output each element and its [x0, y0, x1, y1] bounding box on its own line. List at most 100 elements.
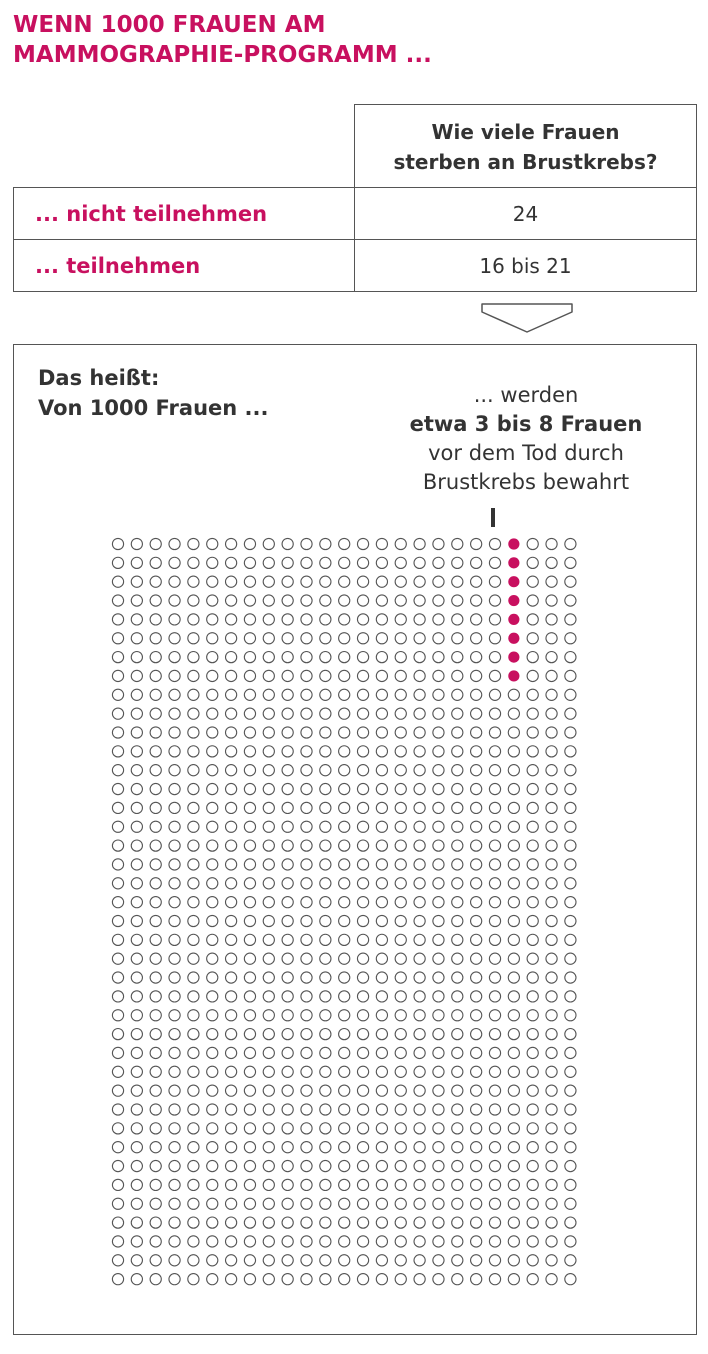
- woman-dot: [300, 688, 313, 701]
- woman-dot: [111, 801, 125, 815]
- woman-dot: [300, 952, 313, 965]
- woman-dot: [488, 1216, 502, 1229]
- woman-dot: [356, 1273, 370, 1286]
- woman-dot: [168, 990, 181, 1003]
- woman-dot: [356, 1197, 370, 1210]
- woman-dot: [224, 877, 238, 890]
- woman-dot: [507, 1254, 520, 1267]
- woman-dot: [526, 1254, 539, 1267]
- woman-dot: [130, 537, 143, 551]
- woman-dot: [130, 1065, 143, 1078]
- woman-dot: [338, 764, 351, 777]
- woman-dot: [469, 764, 483, 777]
- woman-dot: [130, 1141, 143, 1154]
- woman-dot: [206, 990, 219, 1003]
- woman-dot: [281, 726, 294, 739]
- woman-dot: [413, 669, 426, 683]
- woman-dot: [545, 1046, 558, 1060]
- woman-dot: [413, 745, 426, 758]
- woman-dot: [451, 1178, 464, 1192]
- woman-dot: [545, 839, 558, 852]
- woman-dot: [224, 933, 238, 946]
- woman-dot: [564, 688, 577, 701]
- woman-dot: [564, 650, 577, 664]
- woman-dot: [356, 820, 370, 833]
- woman-dot: [488, 1084, 502, 1097]
- woman-dot: [488, 537, 502, 551]
- woman-dot: [564, 669, 577, 683]
- woman-dot: [111, 1046, 125, 1060]
- woman-dot: [394, 820, 407, 833]
- woman-dot: [130, 839, 143, 852]
- woman-dot: [432, 726, 445, 739]
- woman-dot: [394, 914, 407, 928]
- woman-dot: [507, 726, 520, 739]
- woman-dot: [187, 1141, 200, 1154]
- woman-dot: [413, 537, 426, 551]
- table-header: Wie viele Frauen sterben an Brustkrebs?: [354, 104, 697, 188]
- woman-dot: [432, 1178, 445, 1192]
- woman-dot: [526, 556, 539, 569]
- woman-dot: [243, 933, 257, 946]
- woman-dot: [111, 1065, 125, 1078]
- woman-dot: [262, 1009, 275, 1022]
- woman-dot: [319, 745, 332, 758]
- woman-dot: [168, 801, 181, 815]
- woman-dot: [319, 820, 332, 833]
- woman-dot: [300, 556, 313, 569]
- woman-dot: [206, 858, 219, 871]
- woman-dot: [319, 726, 332, 739]
- woman-dot: [206, 1216, 219, 1229]
- woman-dot: [488, 1159, 502, 1173]
- woman-dot: [488, 839, 502, 852]
- woman-dot: [319, 1103, 332, 1116]
- woman-dot: [488, 1141, 502, 1154]
- woman-dot: [111, 537, 125, 551]
- woman-dot: [451, 745, 464, 758]
- woman-dot: [111, 764, 125, 777]
- saved-woman-dot: [508, 538, 520, 550]
- woman-dot: [281, 1027, 294, 1041]
- woman-dot: [111, 858, 125, 871]
- woman-dot: [526, 745, 539, 758]
- woman-dot: [526, 669, 539, 683]
- woman-dot: [356, 726, 370, 739]
- woman-dot: [545, 1254, 558, 1267]
- woman-dot: [375, 1046, 389, 1060]
- woman-dot: [488, 1178, 502, 1192]
- woman-dot: [375, 782, 389, 796]
- woman-dot: [168, 971, 181, 984]
- woman-dot: [243, 1141, 257, 1154]
- woman-dot: [111, 1216, 125, 1229]
- woman-dot: [564, 1084, 577, 1097]
- woman-dot: [130, 971, 143, 984]
- woman-dot: [413, 801, 426, 815]
- woman-dot: [564, 839, 577, 852]
- woman-dot: [224, 1122, 238, 1135]
- woman-dot: [281, 952, 294, 965]
- woman-dot: [262, 1027, 275, 1041]
- woman-dot: [469, 745, 483, 758]
- woman-dot: [394, 537, 407, 551]
- woman-dot: [281, 895, 294, 909]
- woman-dot: [451, 632, 464, 645]
- woman-dot: [413, 575, 426, 588]
- woman-dot: [111, 669, 125, 683]
- woman-dot: [564, 556, 577, 569]
- woman-dot: [507, 914, 520, 928]
- woman-dot: [338, 669, 351, 683]
- woman-dot: [281, 1178, 294, 1192]
- woman-dot: [168, 1141, 181, 1154]
- woman-dot: [413, 632, 426, 645]
- woman-dot: [526, 1273, 539, 1286]
- woman-dot: [149, 1178, 162, 1192]
- woman-dot: [545, 650, 558, 664]
- woman-dot: [526, 1027, 539, 1041]
- woman-dot: [300, 726, 313, 739]
- woman-dot: [243, 839, 257, 852]
- woman-dot: [413, 1254, 426, 1267]
- woman-dot: [149, 764, 162, 777]
- woman-dot: [394, 1178, 407, 1192]
- woman-dot: [224, 707, 238, 720]
- woman-dot: [545, 1084, 558, 1097]
